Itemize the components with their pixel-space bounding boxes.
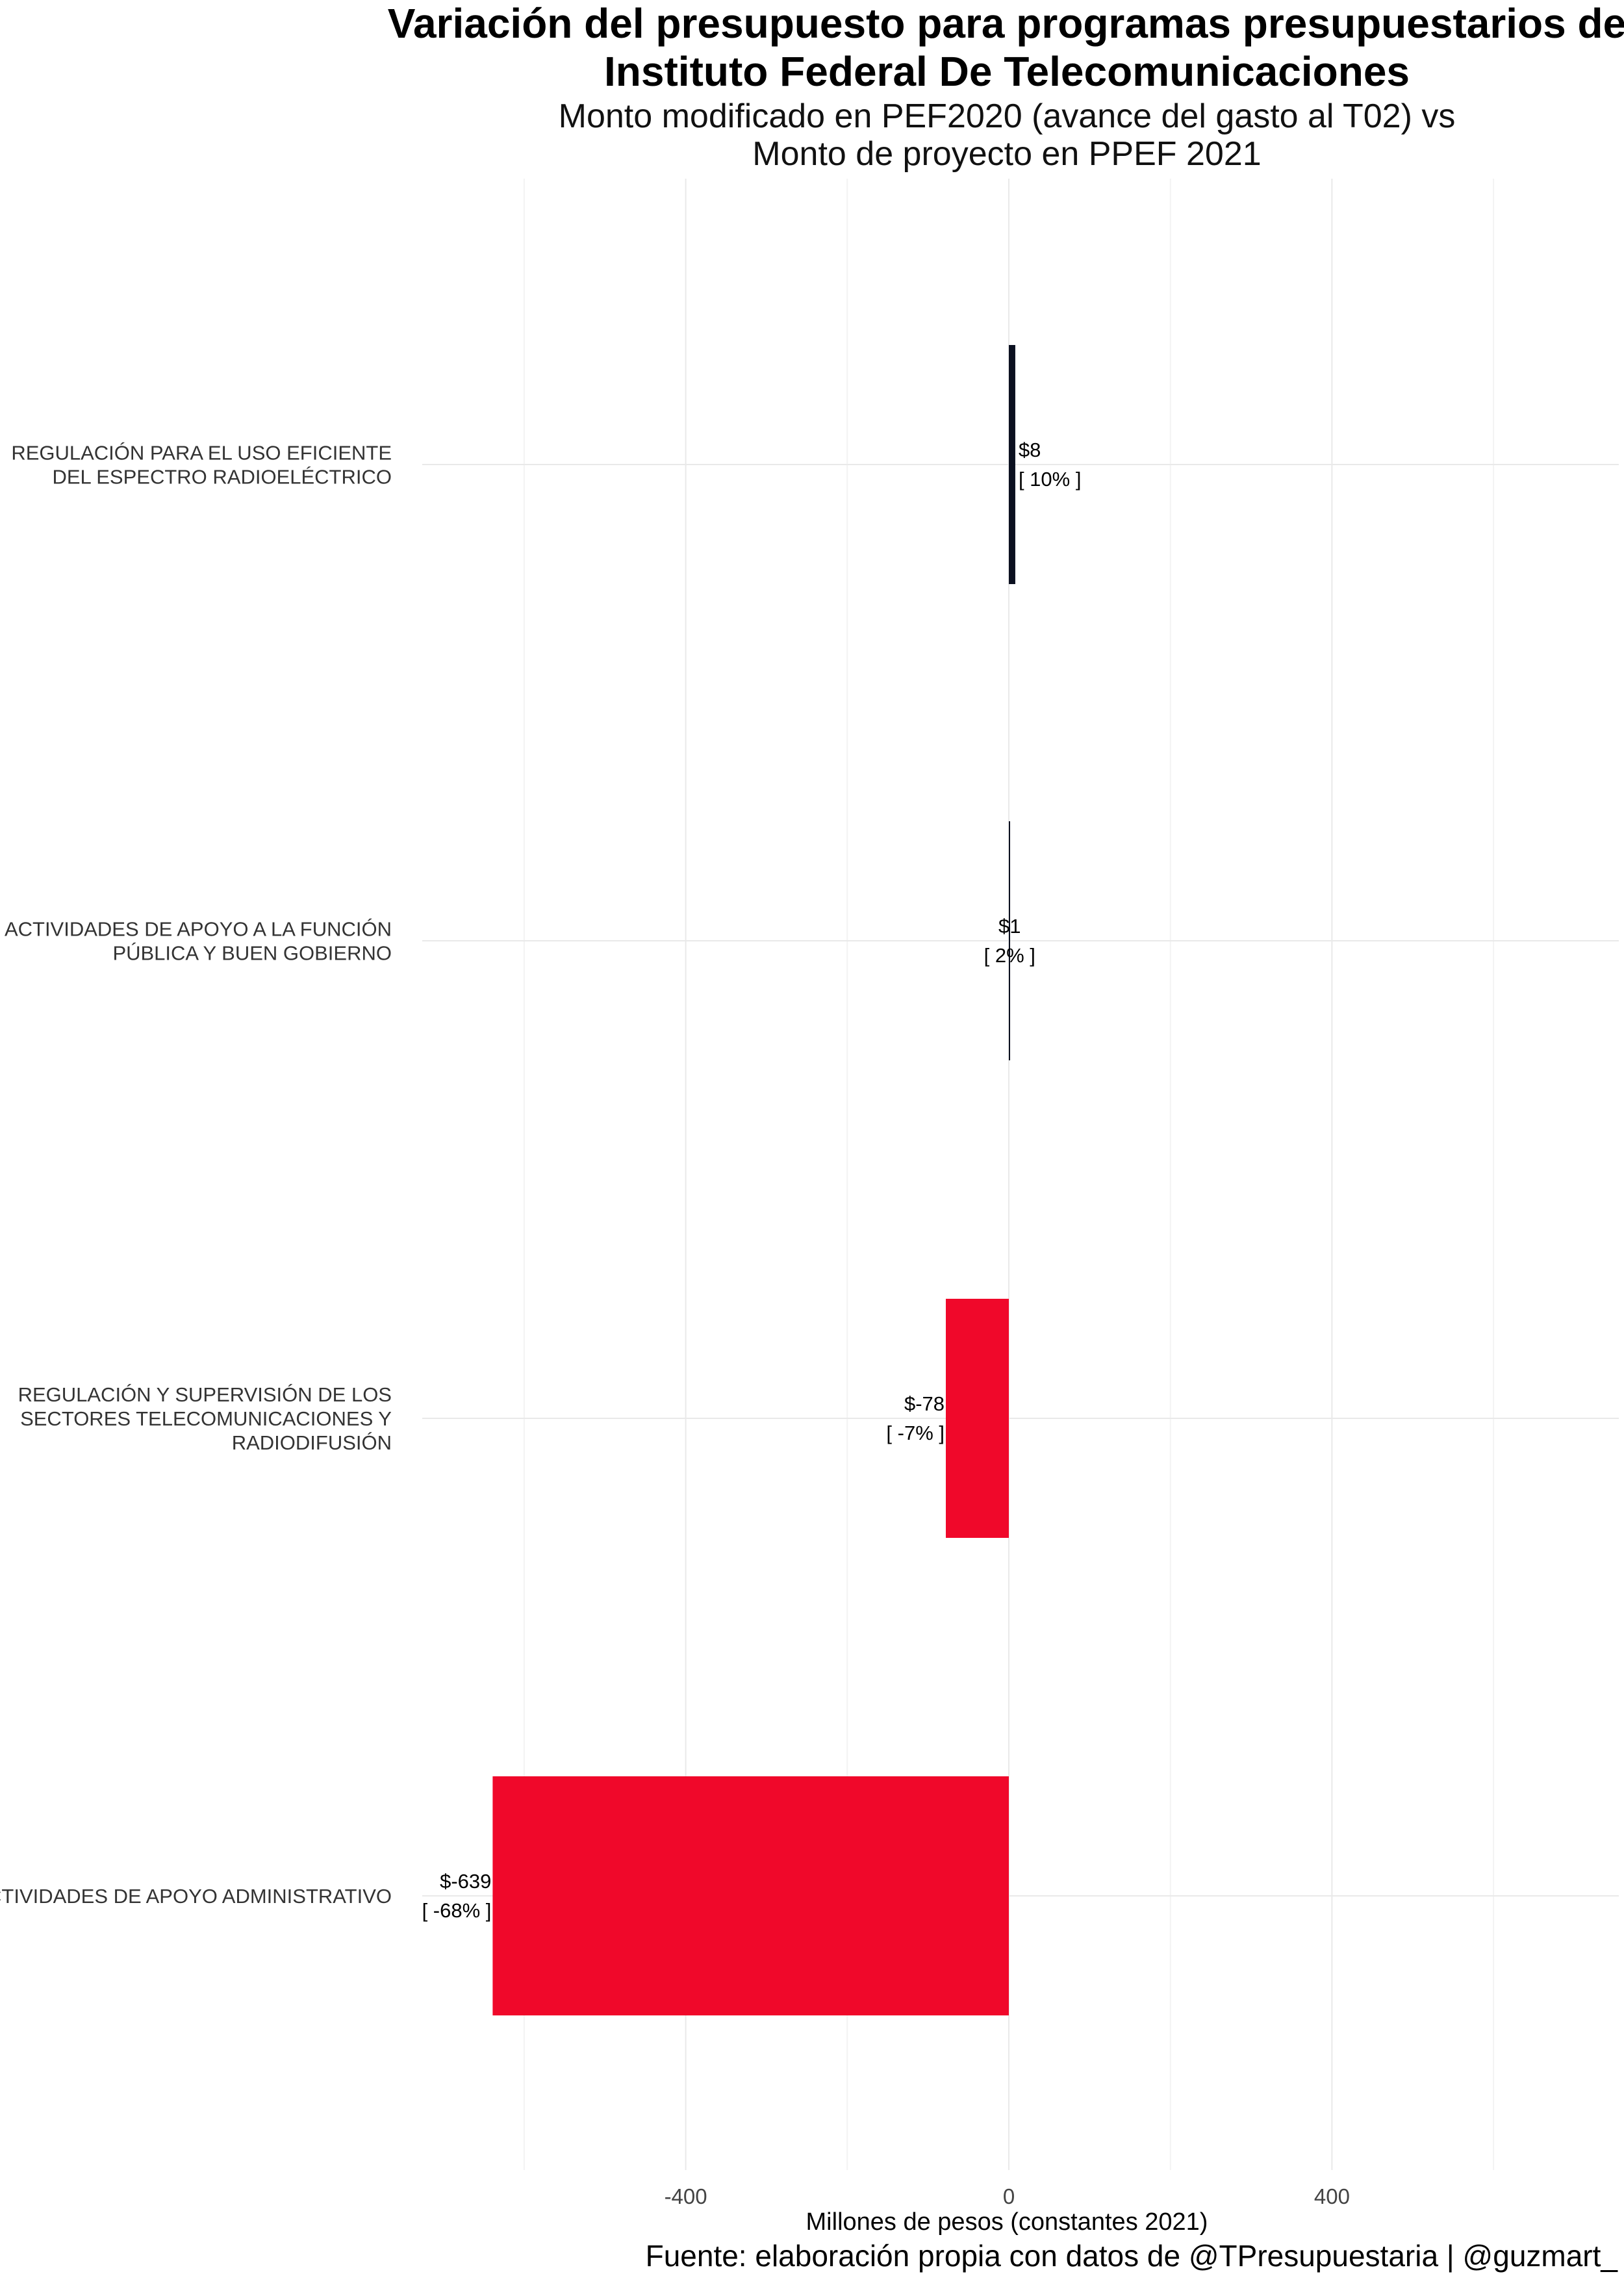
percent-label-0: [ 10% ]	[1019, 468, 1082, 491]
value-label-3: $-639	[440, 1870, 491, 1893]
category-label-2-line-1: SECTORES TELECOMUNICACIONES Y	[20, 1407, 392, 1430]
bar-2	[946, 1299, 1009, 1538]
bars	[492, 345, 1015, 2015]
chart-title-line-1: Variación del presupuesto para programas…	[388, 0, 1624, 47]
chart-subtitle-line-1: Monto modificado en PEF2020 (avance del …	[559, 97, 1456, 135]
x-axis-title: Millones de pesos (constantes 2021)	[806, 2208, 1208, 2236]
chart-title-line-2: Instituto Federal De Telecomunicaciones	[604, 48, 1410, 95]
chart-subtitle-line-2: Monto de proyecto en PPEF 2021	[752, 135, 1261, 173]
bar-0	[1009, 345, 1015, 584]
value-label-2: $-78	[904, 1392, 945, 1415]
value-label-0: $8	[1019, 439, 1041, 461]
bar-3	[492, 1776, 1009, 2015]
category-label-1-line-1: PÚBLICA Y BUEN GOBIERNO	[112, 942, 392, 965]
category-label-2-line-0: REGULACIÓN Y SUPERVISIÓN DE LOS	[18, 1383, 392, 1406]
category-label-0-line-0: REGULACIÓN PARA EL USO EFICIENTE	[11, 442, 392, 465]
x-tick-label-2: 400	[1314, 2184, 1350, 2208]
category-label-3-line-0: ACTIVIDADES DE APOYO ADMINISTRATIVO	[0, 1885, 392, 1908]
category-label-1-line-0: ACTIVIDADES DE APOYO A LA FUNCIÓN	[5, 918, 392, 941]
percent-label-3: [ -68% ]	[422, 1899, 492, 1922]
x-tick-label-0: -400	[665, 2184, 707, 2208]
category-label-2-line-2: RADIODIFUSIÓN	[232, 1431, 392, 1454]
category-label-0-line-1: DEL ESPECTRO RADIOELÉCTRICO	[52, 466, 392, 489]
value-label-1: $1	[998, 915, 1021, 938]
percent-label-1: [ 2% ]	[984, 944, 1035, 967]
percent-label-2: [ -7% ]	[886, 1422, 945, 1444]
x-tick-label-1: 0	[1003, 2184, 1015, 2208]
bar-1	[1009, 821, 1010, 1060]
source-caption: Fuente: elaboración propia con datos de …	[646, 2239, 1619, 2273]
